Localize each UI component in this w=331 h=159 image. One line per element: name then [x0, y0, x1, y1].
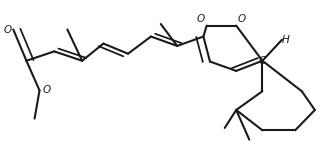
- Text: O: O: [43, 85, 51, 95]
- Text: O: O: [4, 24, 12, 35]
- Text: C: C: [259, 56, 266, 66]
- Text: O: O: [238, 14, 246, 24]
- Text: H: H: [282, 35, 290, 45]
- Text: O: O: [197, 14, 205, 24]
